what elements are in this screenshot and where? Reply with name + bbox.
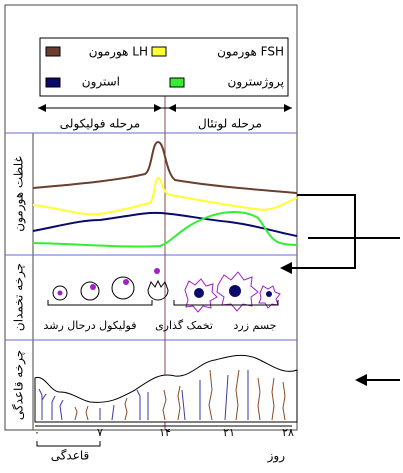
- pointer-head: [280, 262, 292, 274]
- follicle: [81, 282, 99, 300]
- legend-swatch: [46, 47, 60, 56]
- pointer-head: [355, 374, 367, 386]
- row-label: چرخه تخمدان: [12, 263, 27, 331]
- oocyte: [90, 284, 96, 290]
- corpus-core: [194, 288, 204, 298]
- phase-label: مرحله فولیکولی: [60, 117, 140, 132]
- ovary-label: فولیکول درحال رشد: [43, 319, 136, 332]
- legend-label: پروژسترون: [228, 75, 284, 90]
- diagram: هورمون LH هورمون FSH استرون پروژسترون مر…: [0, 0, 403, 473]
- day-tick: ۱۴: [159, 426, 171, 439]
- axis-title: روز: [267, 449, 286, 464]
- legend-swatch: [152, 47, 166, 56]
- day-tick: ۲۸: [282, 426, 294, 439]
- corpus-core: [229, 285, 241, 297]
- released-oocyte: [154, 268, 160, 274]
- legend-label: هورمون LH: [89, 45, 148, 60]
- follicle: [112, 277, 134, 299]
- oocyte: [58, 291, 63, 296]
- legend-swatch: [46, 78, 60, 87]
- phase-label: مرحله لوتئال: [198, 117, 262, 132]
- pointer-bracket: [290, 195, 355, 268]
- oocyte: [123, 279, 129, 285]
- legend-label: هورمون FSH: [217, 45, 284, 60]
- legend-label: استرون: [82, 75, 120, 90]
- menses-label: قاعدگی: [51, 449, 90, 463]
- corpus-core: [266, 291, 272, 297]
- ovary-label: تخمک گذاری: [155, 319, 213, 332]
- ovary-label: جسم زرد: [234, 319, 277, 332]
- endometrium: [35, 355, 297, 422]
- day-tick: ۷: [97, 426, 103, 439]
- day-tick: ۲۱: [223, 426, 235, 439]
- row-label: چرخه قاعدگی: [12, 350, 27, 420]
- legend-swatch: [170, 78, 184, 87]
- day-tick: ۰: [34, 426, 40, 439]
- menses-bracket: [37, 441, 100, 446]
- row-label: غلظت هورمون: [12, 156, 27, 231]
